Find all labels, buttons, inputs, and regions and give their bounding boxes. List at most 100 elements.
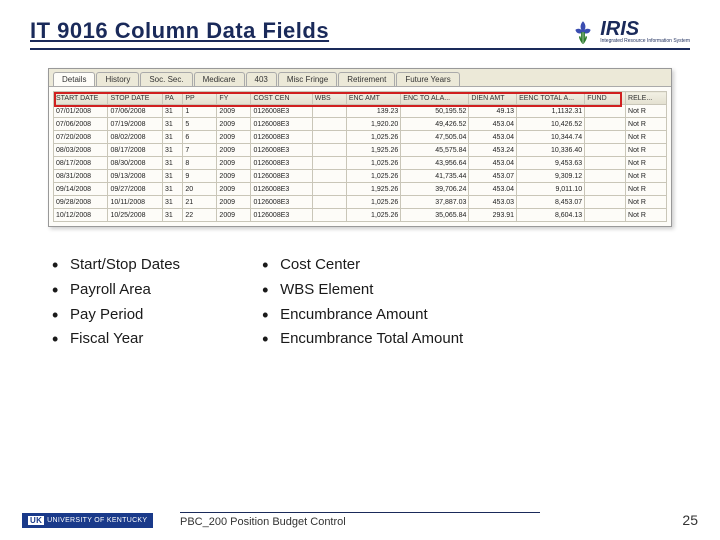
column-header[interactable]: START DATE: [54, 92, 108, 105]
cell: 2009: [217, 170, 251, 183]
footer-center-text: PBC_200 Position Budget Control: [180, 516, 346, 528]
cell: 1,025.26: [346, 170, 400, 183]
cell: 8: [183, 157, 217, 170]
cell: 10,344.74: [517, 131, 585, 144]
cell: 9,309.12: [517, 170, 585, 183]
tab[interactable]: History: [96, 72, 139, 86]
bullet-item: Fiscal Year: [50, 327, 180, 352]
cell: 9,011.10: [517, 183, 585, 196]
cell: 8,453.07: [517, 196, 585, 209]
column-header[interactable]: COST CEN: [251, 92, 312, 105]
cell: 453.24: [469, 144, 517, 157]
cell: 20: [183, 183, 217, 196]
cell: 31: [162, 170, 182, 183]
cell: [585, 157, 626, 170]
table-row[interactable]: 07/20/200808/02/200831620090126008E31,02…: [54, 131, 667, 144]
cell: Not R: [626, 157, 667, 170]
table-row[interactable]: 08/31/200809/13/200831920090126008E31,02…: [54, 170, 667, 183]
cell: 2009: [217, 144, 251, 157]
column-header[interactable]: ENC TO ALA...: [401, 92, 469, 105]
cell: 1,920.20: [346, 118, 400, 131]
tab-row: DetailsHistorySoc. Sec.Medicare403Misc F…: [49, 69, 671, 86]
cell: 453.03: [469, 196, 517, 209]
cell: 453.07: [469, 170, 517, 183]
cell: [312, 105, 346, 118]
cell: 49.13: [469, 105, 517, 118]
table-row[interactable]: 08/03/200808/17/200831720090126008E31,92…: [54, 144, 667, 157]
cell: 453.04: [469, 118, 517, 131]
table-row[interactable]: 10/12/200810/25/2008312220090126008E31,0…: [54, 209, 667, 222]
cell: 07/06/2008: [108, 105, 162, 118]
tab[interactable]: Details: [53, 72, 95, 87]
cell: 09/13/2008: [108, 170, 162, 183]
tab[interactable]: Soc. Sec.: [140, 72, 192, 86]
cell: [585, 170, 626, 183]
tab[interactable]: 403: [246, 72, 277, 86]
column-header[interactable]: WBS: [312, 92, 346, 105]
cell: 41,735.44: [401, 170, 469, 183]
cell: 45,575.84: [401, 144, 469, 157]
tab[interactable]: Medicare: [194, 72, 245, 86]
uk-mark: UK: [28, 516, 44, 525]
cell: 9: [183, 170, 217, 183]
cell: Not R: [626, 196, 667, 209]
cell: 10,336.40: [517, 144, 585, 157]
cell: 0126008E3: [251, 183, 312, 196]
iris-logo: IRIS Integrated Resource Information Sys…: [570, 18, 690, 44]
tab[interactable]: Misc Fringe: [278, 72, 337, 86]
cell: [585, 131, 626, 144]
page-title: IT 9016 Column Data Fields: [30, 18, 329, 44]
cell: 10,426.52: [517, 118, 585, 131]
cell: 8,604.13: [517, 209, 585, 222]
column-header[interactable]: ENC AMT: [346, 92, 400, 105]
cell: 31: [162, 183, 182, 196]
table-row[interactable]: 09/14/200809/27/2008312020090126008E31,9…: [54, 183, 667, 196]
cell: 10/25/2008: [108, 209, 162, 222]
column-header[interactable]: RELE...: [626, 92, 667, 105]
cell: [585, 183, 626, 196]
cell: 47,505.04: [401, 131, 469, 144]
bullets-right: Cost CenterWBS ElementEncumbrance Amount…: [260, 253, 463, 352]
cell: 50,195.52: [401, 105, 469, 118]
cell: Not R: [626, 209, 667, 222]
title-row: IT 9016 Column Data Fields IRIS Integrat…: [30, 18, 690, 50]
cell: [312, 183, 346, 196]
tab[interactable]: Retirement: [338, 72, 395, 86]
cell: 08/02/2008: [108, 131, 162, 144]
cell: 453.04: [469, 183, 517, 196]
column-header[interactable]: FY: [217, 92, 251, 105]
cell: [312, 144, 346, 157]
tab[interactable]: Future Years: [396, 72, 459, 86]
column-header[interactable]: STOP DATE: [108, 92, 162, 105]
cell: 37,887.03: [401, 196, 469, 209]
table-row[interactable]: 09/28/200810/11/2008312120090126008E31,0…: [54, 196, 667, 209]
bullets-row: Start/Stop DatesPayroll AreaPay PeriodFi…: [30, 253, 690, 352]
cell: 10/11/2008: [108, 196, 162, 209]
cell: 0126008E3: [251, 105, 312, 118]
cell: 22: [183, 209, 217, 222]
bullet-item: Cost Center: [260, 253, 463, 278]
cell: 1,1132.31: [517, 105, 585, 118]
cell: [585, 209, 626, 222]
table-wrap: START DATESTOP DATEPAPPFYCOST CENWBSENC …: [49, 86, 671, 226]
data-grid: START DATESTOP DATEPAPPFYCOST CENWBSENC …: [53, 91, 667, 222]
cell: 08/31/2008: [54, 170, 108, 183]
cell: Not R: [626, 105, 667, 118]
bullets-left: Start/Stop DatesPayroll AreaPay PeriodFi…: [50, 253, 180, 352]
table-row[interactable]: 07/01/200807/06/200831120090126008E3139.…: [54, 105, 667, 118]
cell: 07/01/2008: [54, 105, 108, 118]
cell: 2009: [217, 105, 251, 118]
uk-logo: UK UNIVERSITY OF KENTUCKY: [22, 513, 153, 528]
column-header[interactable]: FUND: [585, 92, 626, 105]
cell: 1,025.26: [346, 196, 400, 209]
cell: 31: [162, 105, 182, 118]
bullet-item: Payroll Area: [50, 278, 180, 303]
cell: 0126008E3: [251, 196, 312, 209]
column-header[interactable]: DIEN AMT: [469, 92, 517, 105]
column-header[interactable]: PA: [162, 92, 182, 105]
table-row[interactable]: 08/17/200808/30/200831820090126008E31,02…: [54, 157, 667, 170]
table-row[interactable]: 07/06/200807/19/200831520090126008E31,92…: [54, 118, 667, 131]
column-header[interactable]: PP: [183, 92, 217, 105]
cell: 0126008E3: [251, 209, 312, 222]
column-header[interactable]: EENC TOTAL A...: [517, 92, 585, 105]
